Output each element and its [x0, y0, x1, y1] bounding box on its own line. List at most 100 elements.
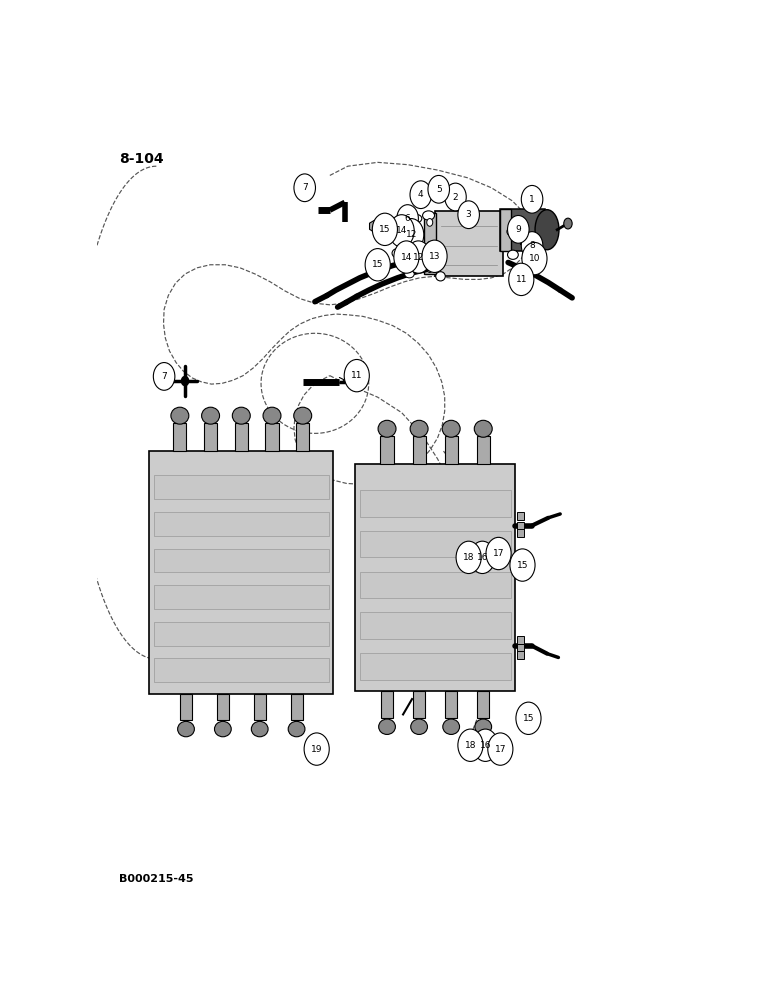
Ellipse shape — [263, 407, 281, 424]
Text: 2: 2 — [452, 192, 459, 202]
Ellipse shape — [391, 221, 401, 229]
Ellipse shape — [507, 250, 518, 259]
Text: 7: 7 — [302, 183, 307, 192]
Bar — [204, 423, 217, 451]
Circle shape — [509, 263, 534, 296]
Bar — [500, 209, 545, 251]
Circle shape — [486, 537, 511, 570]
Ellipse shape — [392, 249, 403, 258]
Ellipse shape — [171, 407, 189, 424]
Text: 17: 17 — [495, 745, 506, 754]
Ellipse shape — [288, 721, 305, 737]
Ellipse shape — [507, 227, 518, 236]
Bar — [154, 512, 329, 536]
Circle shape — [445, 183, 466, 211]
Ellipse shape — [215, 721, 232, 737]
Bar — [154, 549, 329, 572]
Bar — [516, 529, 523, 537]
Bar — [413, 691, 425, 718]
Text: 14: 14 — [401, 253, 412, 262]
Ellipse shape — [410, 420, 428, 437]
Bar — [360, 653, 510, 680]
Ellipse shape — [442, 420, 460, 437]
Text: 4: 4 — [418, 190, 424, 199]
Circle shape — [304, 733, 329, 765]
Text: 8: 8 — [529, 241, 535, 250]
Bar — [360, 572, 510, 598]
Circle shape — [488, 733, 513, 765]
Bar — [516, 522, 523, 529]
Ellipse shape — [405, 270, 415, 278]
Bar — [445, 436, 458, 464]
Ellipse shape — [443, 719, 459, 734]
Bar — [381, 436, 394, 464]
Text: 16: 16 — [476, 553, 488, 562]
Circle shape — [422, 240, 447, 272]
Ellipse shape — [425, 263, 435, 271]
Text: 15: 15 — [379, 225, 391, 234]
Text: 18: 18 — [463, 553, 474, 562]
Text: 13: 13 — [428, 252, 440, 261]
Ellipse shape — [535, 210, 559, 250]
Text: 8-104: 8-104 — [119, 152, 164, 166]
Bar — [254, 694, 266, 720]
Bar — [516, 636, 523, 644]
Text: 18: 18 — [465, 741, 476, 750]
Text: 10: 10 — [529, 254, 540, 263]
Circle shape — [516, 702, 541, 734]
Ellipse shape — [178, 721, 195, 737]
Bar — [296, 423, 310, 451]
Ellipse shape — [252, 721, 268, 737]
Polygon shape — [523, 238, 533, 250]
Bar — [154, 475, 329, 499]
Bar — [154, 585, 329, 609]
Ellipse shape — [399, 218, 410, 226]
Bar — [355, 464, 516, 691]
Text: 15: 15 — [523, 714, 534, 723]
Circle shape — [472, 729, 498, 761]
Circle shape — [394, 241, 419, 273]
Text: 9: 9 — [516, 225, 521, 234]
Ellipse shape — [474, 420, 493, 437]
Ellipse shape — [378, 420, 396, 437]
Text: 17: 17 — [493, 549, 504, 558]
Bar — [381, 691, 393, 718]
Text: 7: 7 — [161, 372, 167, 381]
Bar — [516, 512, 523, 520]
Text: 6: 6 — [405, 214, 411, 223]
Circle shape — [365, 249, 391, 281]
Circle shape — [456, 541, 481, 574]
Ellipse shape — [475, 719, 492, 734]
Circle shape — [344, 359, 369, 392]
Text: 3: 3 — [466, 210, 472, 219]
Bar — [154, 658, 329, 682]
Circle shape — [410, 181, 432, 209]
Circle shape — [398, 219, 424, 251]
Circle shape — [406, 241, 431, 273]
Text: 11: 11 — [516, 275, 527, 284]
Circle shape — [397, 205, 418, 232]
Text: 12: 12 — [413, 253, 424, 262]
Bar — [500, 209, 511, 251]
Ellipse shape — [425, 252, 435, 260]
Circle shape — [458, 729, 483, 761]
Text: 11: 11 — [351, 371, 363, 380]
Text: 15: 15 — [372, 260, 384, 269]
Circle shape — [372, 213, 398, 246]
Ellipse shape — [411, 719, 428, 734]
Circle shape — [154, 363, 175, 390]
Polygon shape — [370, 220, 380, 232]
Ellipse shape — [293, 407, 312, 424]
Bar — [360, 612, 510, 639]
Bar — [154, 622, 329, 646]
Circle shape — [470, 541, 495, 574]
Ellipse shape — [378, 719, 395, 734]
Bar — [445, 691, 457, 718]
Text: 5: 5 — [436, 185, 442, 194]
Ellipse shape — [403, 259, 412, 266]
Text: 19: 19 — [311, 745, 323, 754]
Circle shape — [507, 215, 529, 243]
Ellipse shape — [411, 215, 422, 223]
Bar — [516, 651, 523, 659]
Circle shape — [428, 175, 449, 203]
